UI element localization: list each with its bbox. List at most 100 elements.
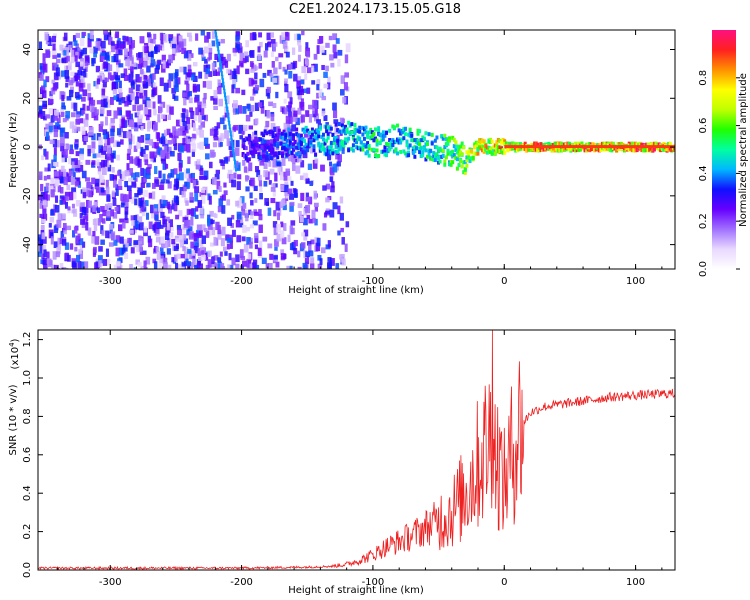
spectrogram-frame	[37, 29, 676, 270]
spectrogram-y-tick-label: -40	[22, 236, 33, 252]
spectrogram-cell	[79, 61, 84, 67]
spectrogram-cell	[432, 157, 436, 162]
spectrogram-cell	[267, 243, 273, 249]
spectrogram-cell	[344, 243, 348, 252]
spectrogram-cell	[165, 61, 170, 69]
spectrogram-cell	[272, 158, 278, 168]
spectrogram-cell	[364, 151, 368, 156]
spectrogram-cell	[88, 127, 94, 136]
spectrogram-cell	[100, 52, 105, 57]
spectrogram-cell	[459, 159, 463, 164]
spectrogram-cell	[308, 250, 314, 257]
spectrogram-cell	[408, 131, 412, 136]
spectrogram-cell	[135, 214, 139, 223]
spectrogram-cell	[249, 192, 253, 199]
spectrogram-cell	[101, 83, 106, 93]
spectrogram-cell	[298, 136, 302, 141]
spectrogram-cell	[312, 159, 318, 169]
spectrogram-cell	[237, 174, 242, 180]
spectrogram-cell	[204, 58, 208, 64]
spectrogram-cell	[316, 237, 321, 247]
spectrogram-cell	[50, 236, 54, 245]
spectrogram-cell	[145, 167, 151, 176]
spectrogram-cell	[433, 138, 437, 143]
spectrogram-cell	[249, 32, 255, 41]
spectrogram-cell	[182, 216, 186, 223]
spectrogram-cell	[60, 143, 65, 152]
spectrogram-cell	[634, 141, 638, 146]
spectrogram-cell	[217, 257, 222, 263]
spectrogram-cell	[321, 95, 327, 101]
spectrogram-cell	[53, 125, 59, 132]
spectrogram-cell	[214, 173, 220, 180]
spectrogram-cell	[183, 251, 189, 260]
spectrogram-cell	[342, 96, 347, 104]
spectrogram-cell	[118, 98, 122, 105]
spectrogram-cell	[133, 240, 139, 245]
spectrogram-cell	[326, 125, 330, 130]
spectrogram-cell	[149, 73, 154, 83]
spectrogram-cell	[235, 254, 240, 263]
spectrogram-cell	[544, 146, 548, 151]
spectrogram-cell	[375, 154, 379, 159]
spectrogram-cell	[328, 35, 333, 41]
spectrogram-cell	[131, 181, 137, 188]
spectrogram-cell	[294, 192, 298, 198]
spectrogram-cell	[607, 147, 611, 152]
spectrogram-cell	[249, 150, 253, 155]
spectrogram-cell	[177, 152, 182, 161]
spectrogram-cell	[578, 147, 582, 152]
spectrogram-cell	[200, 214, 205, 219]
spectrogram-cell	[291, 107, 296, 117]
spectrogram-cell	[183, 98, 187, 106]
spectrogram-cell	[42, 259, 46, 264]
spectrogram-cell	[309, 134, 313, 139]
spectrogram-cell	[273, 138, 277, 143]
spectrogram-cell	[493, 143, 497, 148]
spectrogram-cell	[473, 145, 477, 150]
spectrogram-cell	[427, 152, 431, 157]
spectrogram-cell	[302, 88, 307, 94]
spectrogram-cell	[377, 126, 381, 131]
spectrogram-cell	[145, 268, 150, 269]
spectrogram-cell	[171, 53, 175, 61]
spectrogram-cell	[175, 196, 180, 206]
spectrogram-cell	[462, 145, 466, 150]
spectrogram-cell	[182, 234, 187, 241]
spectrogram-cell	[610, 141, 614, 146]
spectrogram-cell	[313, 202, 319, 208]
spectrogram-cell	[219, 53, 224, 62]
spectrogram-cell	[107, 137, 111, 146]
spectrogram-cell	[306, 145, 310, 150]
spectrogram-cell	[53, 264, 59, 269]
spectrogram-cell	[316, 80, 320, 86]
snr-x-tick-label: 100	[626, 577, 645, 588]
spectrogram-cell	[340, 75, 345, 84]
spectrogram-cell	[235, 106, 239, 115]
spectrogram-cell	[261, 257, 267, 265]
spectrogram-cell	[356, 129, 360, 134]
spectrogram-cell	[296, 33, 301, 40]
spectrogram-cell	[186, 229, 191, 236]
spectrogram-cell	[421, 150, 425, 155]
spectrogram-cell	[272, 43, 276, 52]
spectrogram-cell	[152, 73, 156, 80]
spectrogram-cell	[383, 145, 387, 150]
spectrogram-cell	[282, 129, 286, 134]
spectrogram-cell	[75, 119, 81, 125]
spectrogram-cell	[405, 139, 409, 144]
spectrogram-cell	[238, 46, 243, 54]
spectrogram-cell	[201, 56, 206, 61]
spectrogram-cell	[272, 77, 278, 83]
spectrogram-cell	[293, 154, 297, 159]
spectrogram-cell	[74, 91, 80, 99]
spectrogram-cell	[226, 68, 231, 74]
spectrogram-cell	[115, 75, 121, 81]
spectrogram-cell	[302, 262, 308, 269]
spectrogram-cell	[53, 154, 57, 163]
spectrogram-cell	[345, 138, 349, 143]
spectrogram-cell	[173, 143, 178, 151]
spectrogram-cell	[45, 151, 49, 160]
spectrogram-cell	[269, 156, 273, 161]
spectrogram-cell	[604, 142, 608, 147]
